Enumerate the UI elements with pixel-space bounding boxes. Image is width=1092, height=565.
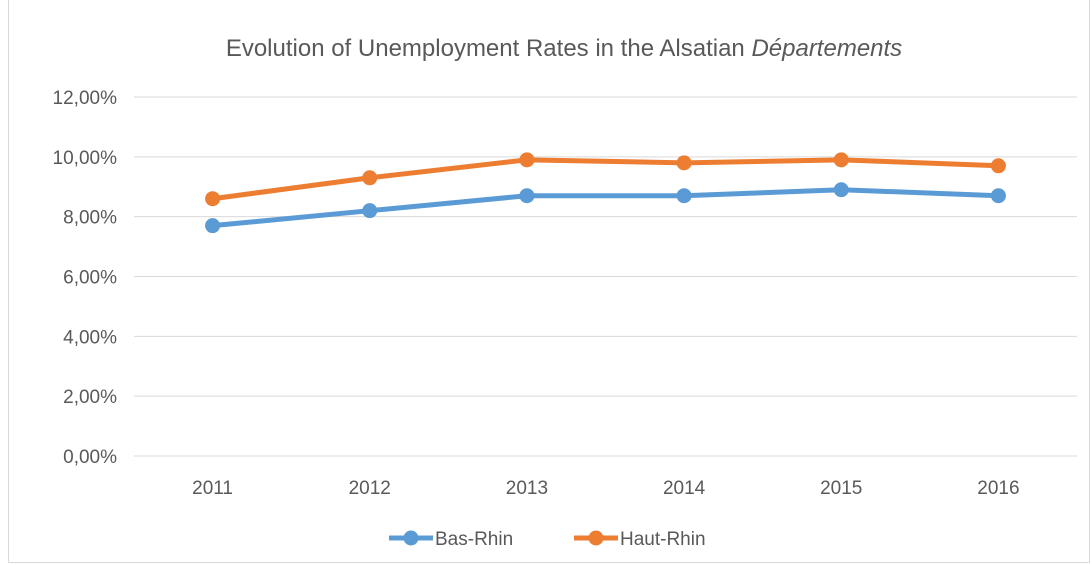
gridlines: [134, 96, 1077, 457]
x-tick-label: 2011: [192, 478, 233, 499]
x-tick-label: 2016: [977, 478, 1019, 499]
legend-marker: [403, 530, 419, 546]
legend: Bas-Rhin Haut-Rhin: [389, 529, 706, 550]
chart-title-group: Evolution of Unemployment Rates in the A…: [226, 35, 902, 62]
y-tick-label: 2,00%: [63, 387, 117, 408]
y-tick-label: 4,00%: [63, 327, 117, 348]
chart-title-italic: Départements: [751, 35, 902, 62]
chart-title: Evolution of Unemployment Rates in the A…: [226, 35, 902, 62]
x-axis-ticks: 2011 2012 2013 2014 2015 2016: [192, 478, 1019, 499]
x-tick-label: 2015: [820, 478, 862, 499]
y-tick-label: 8,00%: [63, 208, 117, 229]
legend-label: Bas-Rhin: [435, 529, 513, 550]
data-point: [205, 218, 221, 234]
line-chart: Evolution of Unemployment Rates in the A…: [53, 35, 1077, 550]
data-point: [362, 170, 378, 186]
chart-title-text: Evolution of Unemployment Rates in the A…: [226, 35, 752, 62]
chart-container: Evolution of Unemployment Rates in the A…: [8, 0, 1090, 563]
data-point: [990, 188, 1006, 204]
data-point: [676, 155, 692, 171]
data-point: [833, 152, 849, 168]
y-tick-label: 0,00%: [63, 447, 117, 468]
legend-marker: [588, 530, 604, 546]
legend-label: Haut-Rhin: [620, 529, 706, 550]
data-point: [833, 182, 849, 198]
data-point: [362, 203, 378, 219]
data-point: [205, 191, 221, 207]
data-point: [990, 158, 1006, 174]
x-tick-label: 2014: [663, 478, 706, 499]
x-tick-label: 2013: [506, 478, 548, 499]
data-point: [519, 188, 535, 204]
data-point: [676, 188, 692, 204]
data-point: [519, 152, 535, 168]
series-line-haut-rhin: [210, 157, 1001, 202]
y-tick-label: 10,00%: [53, 148, 118, 169]
y-tick-label: 6,00%: [63, 268, 117, 289]
x-tick-label: 2012: [349, 478, 391, 499]
series-line-bas-rhin: [210, 187, 1001, 229]
series-lines: [205, 152, 1006, 234]
y-axis-ticks: 0,00% 2,00% 4,00% 6,00% 8,00% 10,00% 12,00%: [53, 88, 118, 468]
y-tick-label: 12,00%: [53, 88, 118, 109]
